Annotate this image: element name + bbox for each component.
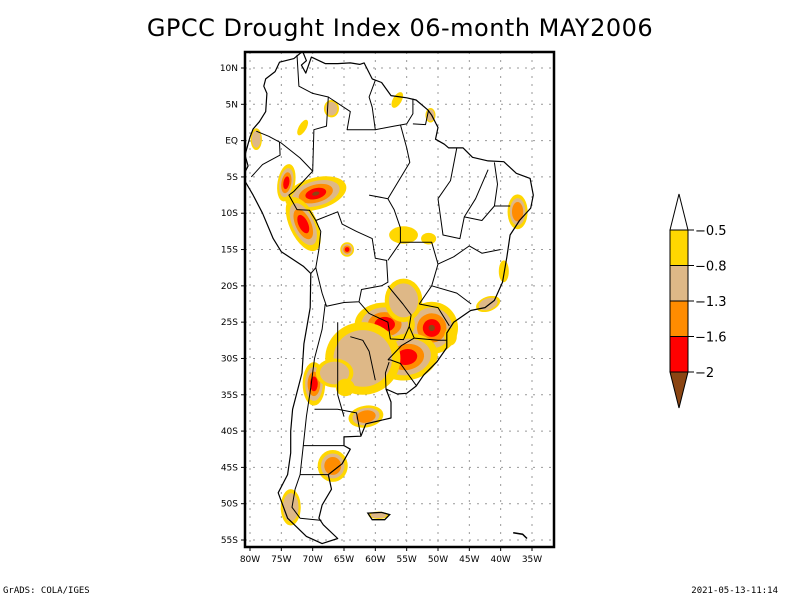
lon-tick-label: 55W	[396, 555, 416, 565]
drought-shading	[250, 92, 528, 526]
country-state-border	[315, 211, 389, 307]
lat-tick-label: 25S	[221, 318, 238, 328]
lat-tick-label: 20S	[221, 282, 238, 292]
axes: 10N 5N EQ 5S 10S 15S 20S 25S 30S 35S 40S 45S 50S 55S8…	[220, 64, 542, 565]
drought-contour-minus1p6	[344, 247, 350, 253]
drought-contour-minus0p8	[388, 283, 419, 318]
map-frame	[243, 50, 556, 549]
lon-tick-label: 70W	[302, 555, 322, 565]
drought-contour-minus0p8	[370, 512, 387, 519]
country-state-border	[250, 130, 281, 178]
drought-contour-minus0p5	[421, 232, 437, 245]
legend-swatch	[669, 265, 689, 302]
legend-label: −1.3	[695, 295, 727, 310]
lat-tick-label: 5S	[227, 173, 239, 183]
country-state-border	[296, 54, 329, 172]
country-state-border	[387, 124, 411, 199]
legend-swatch	[669, 229, 689, 266]
lon-tick-label: 75W	[271, 555, 291, 565]
country-state-border	[437, 169, 489, 240]
lon-tick-label: 40W	[490, 555, 510, 565]
country-state-border	[369, 194, 401, 243]
country-state-border	[493, 162, 498, 207]
lat-tick-label: 55S	[221, 536, 238, 546]
lat-tick-label: 30S	[221, 354, 238, 364]
country-state-border	[314, 408, 362, 437]
legend-bottom-arrow	[669, 371, 689, 409]
country-state-border	[350, 336, 376, 381]
country-state-border	[437, 147, 458, 199]
drought-contour-minus2	[312, 191, 320, 196]
map-area	[245, 52, 554, 547]
country-state-border	[291, 303, 326, 521]
country-state-border	[431, 285, 472, 305]
lon-tick-label: 35W	[522, 555, 542, 565]
country-state-border	[387, 326, 415, 361]
drought-contour-minus1p6	[396, 349, 418, 366]
lat-tick-label: 15S	[221, 246, 238, 256]
drought-contour-minus0p8	[325, 101, 338, 116]
drought-contour-minus0p5	[297, 119, 309, 136]
country-state-border	[358, 285, 412, 341]
lat-tick-label: 35S	[221, 391, 238, 401]
lon-tick-label: 45W	[459, 555, 479, 565]
country-state-border	[387, 359, 417, 386]
country-state-border	[437, 245, 501, 265]
legend-label: −0.5	[695, 224, 727, 239]
drought-contour-minus0p8	[282, 493, 299, 522]
timestamp: 2021-05-13-11:14	[691, 586, 778, 596]
country-state-border	[464, 205, 511, 221]
drought-contour-minus0p5	[389, 226, 418, 244]
lat-tick-label: 10S	[221, 209, 238, 219]
lat-tick-label: 10N	[220, 64, 238, 74]
lat-tick-label: EQ	[225, 137, 238, 147]
country-state-border	[384, 361, 390, 390]
drought-contour-minus1p6	[297, 214, 310, 234]
lat-tick-label: 40S	[221, 427, 238, 437]
legend-swatch	[669, 336, 689, 373]
country-state-border	[279, 141, 322, 274]
drought-contour-minus0p8	[251, 130, 261, 148]
legend-label: −1.6	[695, 331, 727, 346]
country-state-border	[412, 109, 430, 126]
drought-contour-minus0p8	[319, 361, 350, 385]
drought-contour-minus1p3	[356, 410, 376, 423]
lon-tick-label: 80W	[240, 555, 260, 565]
lat-tick-label: 5N	[226, 100, 238, 110]
legend-swatch	[669, 300, 689, 337]
map-title: GPCC Drought Index 06-month MAY2006	[146, 14, 654, 42]
coastlines-and-borders	[245, 52, 534, 545]
drought-contour-minus1p3	[324, 456, 342, 475]
drought-contour-minus0p5	[391, 92, 404, 108]
legend-top-arrow	[669, 193, 689, 231]
grads-credit: GrADS: COLA/IGES	[3, 586, 90, 596]
south-georgia-outline	[513, 531, 528, 540]
lon-tick-label: 60W	[365, 555, 385, 565]
drought-contour-minus1p3	[511, 202, 524, 222]
lat-tick-label: 45S	[221, 463, 238, 473]
falkland-islands-outline	[366, 511, 391, 521]
legend-label: −2	[695, 366, 714, 381]
lon-tick-label: 65W	[334, 555, 354, 565]
drought-contour-minus0p5	[335, 378, 355, 397]
lat-tick-label: 50S	[221, 500, 238, 510]
color-legend: −0.5 −0.8 −1.3 −1.6 −2	[669, 193, 727, 409]
country-state-border	[419, 303, 450, 327]
lon-tick-label: 50W	[428, 555, 448, 565]
drought-contour-minus0p5	[444, 327, 457, 346]
drought-contour-minus2	[428, 324, 435, 332]
drought-contour-minus1p6	[283, 176, 290, 190]
grid-lines	[245, 52, 554, 547]
country-state-border	[387, 241, 439, 305]
country-state-border	[375, 98, 414, 131]
legend-label: −0.8	[695, 260, 727, 275]
country-state-border	[337, 322, 345, 417]
country-state-border	[414, 337, 447, 341]
south-america-coastline	[245, 52, 534, 545]
